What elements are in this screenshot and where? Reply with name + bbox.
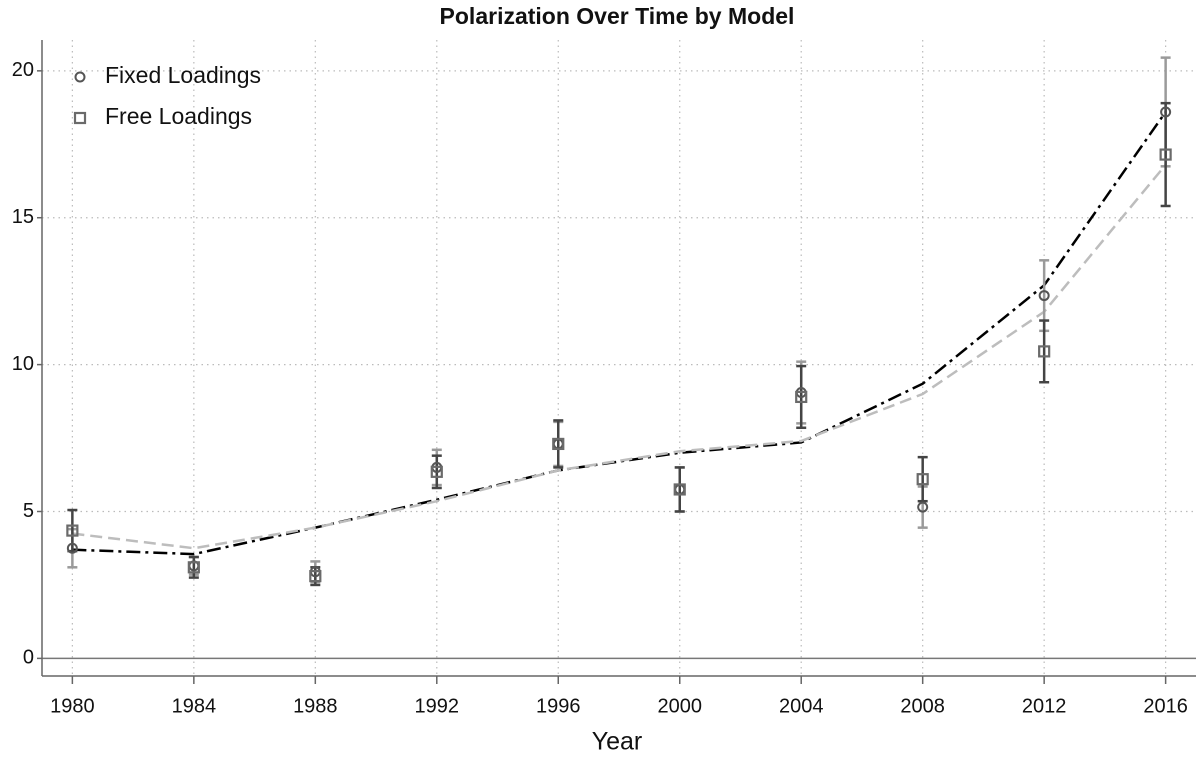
y-tick-label: 5 <box>23 500 34 522</box>
point <box>66 524 79 537</box>
error-bar <box>1039 319 1050 384</box>
x-tick-label: 2008 <box>900 695 945 717</box>
error-bar <box>1160 101 1171 208</box>
x-tick-label: 2004 <box>779 695 824 717</box>
point <box>66 542 78 554</box>
x-axis-title: Year <box>592 728 643 756</box>
point <box>1038 290 1050 302</box>
x-tick-label: 1988 <box>293 695 338 717</box>
point <box>673 483 686 496</box>
y-tick-label: 15 <box>12 206 34 228</box>
y-tick-label: 20 <box>12 59 34 81</box>
fit-line <box>72 164 1167 550</box>
x-tick-label: 1980 <box>50 695 95 717</box>
error-bar <box>917 455 928 503</box>
point <box>430 465 443 478</box>
x-tick-label: 2012 <box>1022 695 1067 717</box>
y-tick-label: 10 <box>12 353 34 375</box>
chart-title: Polarization Over Time by Model <box>440 3 795 29</box>
x-tick-label: 1992 <box>415 695 460 717</box>
x-tick-label: 2000 <box>657 695 702 717</box>
fit-line <box>72 111 1167 556</box>
point <box>1159 148 1172 161</box>
point <box>916 473 929 486</box>
point <box>917 501 929 513</box>
legend-text: Free Loadings <box>105 103 252 129</box>
y-tick-label: 0 <box>23 647 34 669</box>
legend-marker <box>73 111 87 125</box>
point <box>309 570 322 583</box>
point <box>552 437 565 451</box>
x-tick-label: 1984 <box>172 695 217 717</box>
legend-marker <box>74 71 86 83</box>
error-bar <box>674 466 685 513</box>
error-bar <box>553 419 564 469</box>
x-tick-label: 2016 <box>1143 695 1188 717</box>
point <box>795 390 808 404</box>
x-tick-label: 1996 <box>536 695 581 717</box>
point <box>1038 345 1051 358</box>
point <box>187 561 200 574</box>
legend-text: Fixed Loadings <box>105 62 261 88</box>
point <box>1160 106 1172 118</box>
